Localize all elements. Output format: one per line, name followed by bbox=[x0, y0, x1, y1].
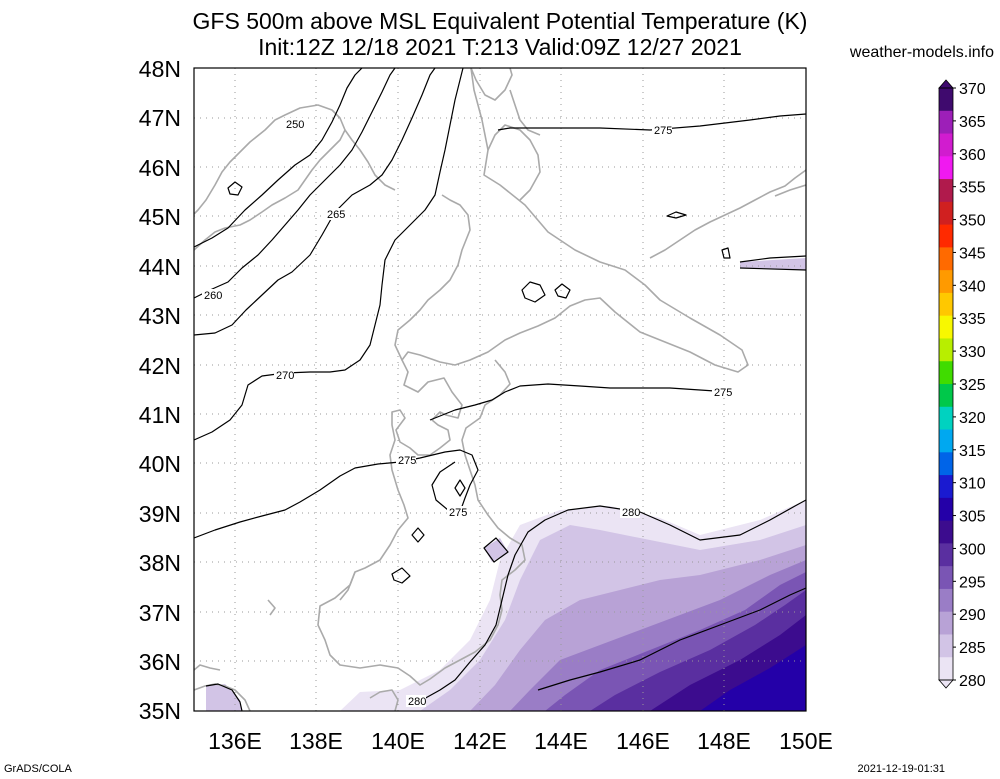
colorbar-swatch bbox=[939, 133, 953, 157]
lat-axis: 48N 47N 46N 45N 44N 43N 42N 41N 40N 39N … bbox=[139, 56, 181, 724]
lat-label: 47N bbox=[139, 105, 181, 131]
lon-label: 140E bbox=[371, 728, 425, 754]
lat-label: 41N bbox=[139, 402, 181, 428]
colorbar-cap-bottom bbox=[938, 679, 954, 689]
colorbar-swatch bbox=[939, 88, 953, 112]
lon-label: 136E bbox=[208, 728, 262, 754]
map-frame bbox=[193, 67, 807, 712]
lat-label: 48N bbox=[139, 56, 181, 82]
timestamp-label: 2021-12-19-01:31 bbox=[857, 763, 945, 775]
colorbar-label: 360 bbox=[959, 147, 986, 164]
colorbar-cap-top bbox=[938, 79, 954, 89]
colorbar-swatch bbox=[939, 224, 953, 248]
lon-label: 150E bbox=[779, 728, 833, 754]
contour-label: 250 bbox=[286, 119, 304, 131]
colorbar-swatch bbox=[939, 110, 953, 135]
colorbar-label: 340 bbox=[959, 278, 986, 295]
contour-label: 280 bbox=[408, 696, 426, 708]
colorbar-label: 295 bbox=[959, 574, 986, 591]
colorbar-label: 325 bbox=[959, 377, 986, 394]
colorbar-label: 310 bbox=[959, 476, 986, 493]
colorbar-swatch bbox=[939, 566, 953, 590]
lat-label: 43N bbox=[139, 303, 181, 329]
colorbar-label: 335 bbox=[959, 311, 986, 328]
contour-label: 270 bbox=[276, 370, 294, 382]
lon-label: 148E bbox=[697, 728, 751, 754]
shaded-field bbox=[206, 258, 806, 711]
colorbar-label: 305 bbox=[959, 509, 986, 526]
lat-label: 38N bbox=[139, 550, 181, 576]
coastlines bbox=[194, 68, 806, 711]
contour-label: 260 bbox=[204, 290, 222, 302]
colorbar-swatch bbox=[939, 201, 953, 226]
lat-label: 45N bbox=[139, 204, 181, 230]
contour-label: 275 bbox=[398, 455, 416, 467]
lat-label: 44N bbox=[139, 254, 181, 280]
colorbar-label: 285 bbox=[959, 640, 986, 657]
lat-label: 39N bbox=[139, 501, 181, 527]
colorbar-swatch bbox=[939, 406, 953, 431]
colorbar-label: 370 bbox=[959, 81, 986, 98]
graticule bbox=[194, 68, 806, 711]
colorbar-swatch bbox=[939, 315, 953, 340]
credit-label: GrADS/COLA bbox=[4, 763, 72, 775]
colorbar-swatch bbox=[939, 247, 953, 271]
colorbar-swatch bbox=[939, 270, 953, 294]
colorbar-label: 345 bbox=[959, 245, 986, 262]
lon-label: 138E bbox=[289, 728, 343, 754]
lat-label: 37N bbox=[139, 600, 181, 626]
lon-label: 142E bbox=[453, 728, 507, 754]
colorbar-swatch bbox=[939, 384, 953, 408]
colorbar-label: 365 bbox=[959, 114, 986, 131]
colorbar-label: 300 bbox=[959, 541, 986, 558]
colorbar-swatch bbox=[939, 543, 953, 567]
colorbar-swatch bbox=[939, 156, 953, 180]
colorbar-swatch bbox=[939, 634, 953, 658]
colorbar-swatch bbox=[939, 475, 953, 499]
colorbar-swatch bbox=[939, 657, 953, 681]
colorbar: 370 365 360 355 350 345 340 335 330 325 320 315 310 3… bbox=[938, 79, 986, 690]
colorbar-label: 280 bbox=[959, 673, 986, 690]
colorbar-label: 290 bbox=[959, 607, 986, 624]
colorbar-swatch bbox=[939, 429, 953, 453]
colorbar-swatch bbox=[939, 292, 953, 317]
colorbar-swatch bbox=[939, 520, 953, 544]
colorbar-label: 355 bbox=[959, 180, 986, 197]
contour-labels: 250 265 260 270 275 275 275 275 280 280 bbox=[202, 118, 732, 708]
contour-label: 280 bbox=[622, 507, 640, 519]
colorbar-swatch bbox=[939, 338, 953, 362]
colorbar-label: 350 bbox=[959, 213, 986, 230]
lat-label: 46N bbox=[139, 155, 181, 181]
contour-label: 275 bbox=[714, 387, 732, 399]
lat-label: 40N bbox=[139, 451, 181, 477]
colorbar-label: 330 bbox=[959, 344, 986, 361]
contour-label: 265 bbox=[327, 209, 345, 221]
lon-axis: 136E 138E 140E 142E 144E 146E 148E 150E bbox=[208, 728, 833, 754]
colorbar-swatch bbox=[939, 611, 953, 636]
site-label: weather-models.info bbox=[849, 44, 994, 61]
colorbar-swatch bbox=[939, 588, 953, 613]
lon-label: 144E bbox=[534, 728, 588, 754]
lat-label: 42N bbox=[139, 353, 181, 379]
lon-label: 146E bbox=[616, 728, 670, 754]
colorbar-label: 315 bbox=[959, 443, 986, 460]
lat-label: 36N bbox=[139, 649, 181, 675]
lat-label: 35N bbox=[139, 698, 181, 724]
contour-label: 275 bbox=[449, 507, 467, 519]
colorbar-swatch bbox=[939, 497, 953, 522]
colorbar-label: 320 bbox=[959, 410, 986, 427]
colorbar-swatch bbox=[939, 452, 953, 476]
colorbar-swatch bbox=[939, 179, 953, 203]
colorbar-swatch bbox=[939, 361, 953, 385]
contour-label: 275 bbox=[654, 125, 672, 137]
